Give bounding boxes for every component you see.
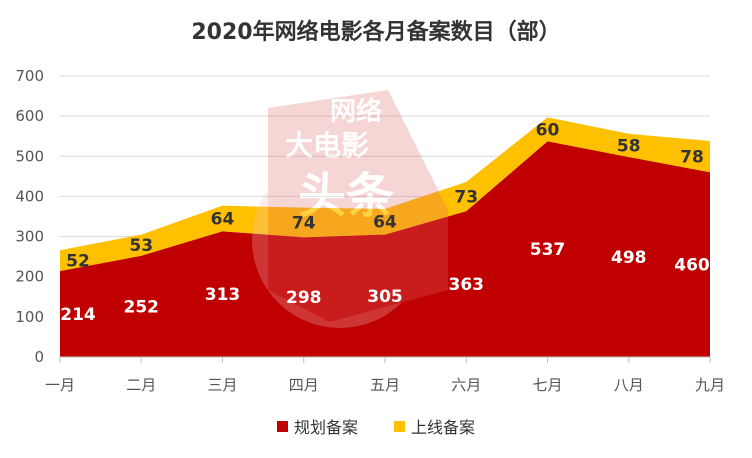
area-series-upper	[60, 117, 710, 272]
y-tick-label: 600	[15, 107, 44, 125]
data-label: 64	[373, 213, 397, 233]
watermark-text: 网络	[330, 96, 382, 127]
x-tick-label: 三月	[207, 376, 237, 394]
legend-item: 上线备案	[394, 414, 475, 438]
y-tick-label: 200	[15, 268, 44, 286]
chart-title: 2020年网络电影各月备案数目（部）	[191, 20, 561, 45]
y-tick-label: 0	[34, 348, 44, 366]
data-label: 78	[680, 148, 704, 168]
y-tick-label: 400	[15, 187, 44, 205]
data-label: 74	[292, 214, 316, 234]
data-label: 214	[60, 305, 96, 325]
legend-swatch-icon	[276, 420, 288, 432]
data-label: 298	[286, 288, 322, 308]
watermark-text: 大电影	[285, 129, 369, 162]
x-tick-label: 八月	[614, 376, 644, 394]
x-tick-label: 五月	[370, 376, 400, 394]
data-label: 252	[124, 297, 160, 317]
data-label: 498	[611, 248, 647, 268]
x-tick-label: 二月	[126, 376, 156, 394]
axes: 0 100 200 300 400 500 600 700 一月 二月 三月 四月 五月 六月 七月 八月 九月	[15, 67, 725, 394]
data-label: 53	[129, 236, 153, 256]
legend-item: 规划备案	[276, 414, 358, 438]
data-label: 73	[454, 188, 478, 208]
area-series	[60, 117, 710, 357]
data-label: 64	[211, 210, 235, 230]
x-tick-label: 九月	[695, 376, 725, 394]
watermark-text: 头条	[298, 168, 394, 224]
legend: 规划备案 上线备案	[0, 414, 752, 438]
data-label: 58	[617, 136, 641, 156]
x-tick-label: 六月	[451, 376, 481, 394]
x-tick-label: 七月	[532, 376, 562, 394]
data-label: 305	[367, 287, 403, 307]
area-series-lower	[60, 141, 710, 357]
x-tick-label: 一月	[45, 376, 75, 394]
data-label: 363	[449, 275, 485, 295]
data-label: 460	[674, 256, 710, 276]
watermark-logo: 网络 大电影 头条	[252, 90, 448, 328]
y-tick-label: 300	[15, 228, 44, 246]
y-tick-label: 100	[15, 308, 44, 326]
data-label: 313	[205, 285, 241, 305]
legend-label: 上线备案	[411, 418, 476, 437]
x-tick-label: 四月	[289, 376, 319, 394]
legend-label: 规划备案	[293, 418, 358, 437]
data-labels: 214 252 313 298 305 363 537 498 460 52 53 64 74 64 73 6…	[60, 120, 710, 325]
legend-swatch-icon	[394, 420, 405, 432]
data-label: 52	[66, 252, 90, 272]
y-tick-label: 500	[15, 147, 44, 165]
y-tick-label: 700	[15, 67, 44, 85]
data-label: 537	[530, 240, 566, 260]
data-label: 60	[536, 120, 560, 140]
